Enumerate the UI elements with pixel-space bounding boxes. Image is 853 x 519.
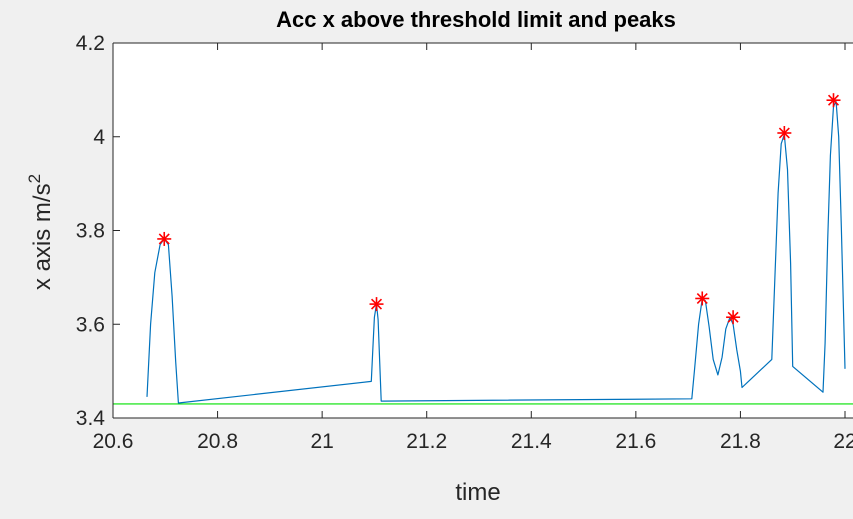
y-axis-label-exponent: 2 <box>25 174 44 183</box>
peak-marker <box>157 231 172 246</box>
y-tick-label: 3.8 <box>76 220 105 243</box>
x-axis-label: time <box>455 479 500 506</box>
peak-marker <box>369 297 384 312</box>
chart-title: Acc x above threshold limit and peaks <box>276 7 676 32</box>
peak-marker <box>777 126 792 140</box>
x-tick-label: 22 <box>833 430 853 453</box>
x-tick-label: 21.8 <box>720 430 761 453</box>
x-tick-label: 21 <box>310 430 333 453</box>
y-tick-label: 4 <box>93 126 105 149</box>
plot-area <box>113 43 853 418</box>
x-tick-label: 20.8 <box>197 430 238 453</box>
peak-marker <box>726 310 741 325</box>
peak-marker <box>695 291 710 306</box>
series-line <box>146 100 846 404</box>
y-axis-label-base: x axis m/s <box>29 183 56 290</box>
x-tick-label: 21.4 <box>511 430 552 453</box>
x-tick-label: 21.6 <box>615 430 656 453</box>
x-tick-label: 20.6 <box>93 430 134 453</box>
peak-marker <box>826 93 841 108</box>
x-tick-label: 21.2 <box>406 430 447 453</box>
y-tick-label: 3.4 <box>76 407 106 430</box>
y-tick-label: 3.6 <box>76 313 105 336</box>
y-tick-label: 4.2 <box>76 32 105 55</box>
y-axis-label: x axis m/s2 <box>25 174 56 290</box>
